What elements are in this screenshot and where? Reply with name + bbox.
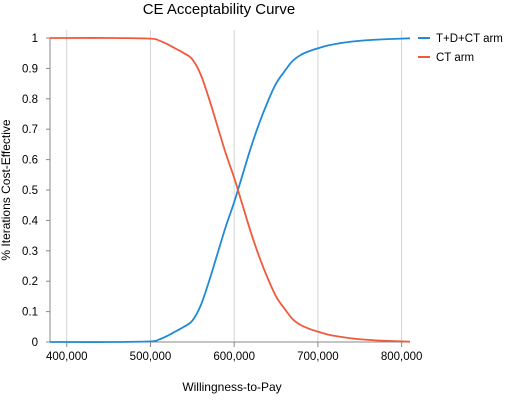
y-tick-label: 0.5 [22, 185, 38, 197]
y-tick-label: 0.2 [22, 276, 38, 288]
x-tick-label: 400,000 [46, 351, 88, 363]
vertical-gridlines [66, 30, 403, 342]
x-tick-label: 800,000 [381, 351, 423, 363]
y-tick-label: 0.7 [22, 124, 38, 136]
x-tick-label: 600,000 [213, 351, 255, 363]
y-tick-label: 0.4 [22, 215, 39, 227]
series-lines [49, 37, 411, 343]
y-tick-label: 0.9 [22, 63, 38, 75]
x-tick-label: 500,000 [130, 351, 172, 363]
x-axis-ticks: 400,000 500,000 600,000 700,000 800,000 [46, 342, 422, 363]
y-axis-label: % Iterations Cost-Effective [0, 119, 13, 260]
legend: T+D+CT arm CT arm [418, 33, 503, 64]
y-tick-label: 0.8 [22, 94, 38, 106]
y-tick-label: 0.1 [22, 307, 38, 319]
y-tick-label: 0 [32, 337, 38, 349]
y-tick-label: 0.3 [22, 246, 38, 258]
legend-label: CT arm [436, 52, 474, 64]
series-line-1 [49, 37, 411, 343]
series-line-2 [49, 37, 411, 343]
y-axis-ticks: 0 0.1 0.2 0.3 0.4 0.5 0.6 0.7 0.8 0.9 1 [22, 33, 50, 349]
legend-label: T+D+CT arm [436, 33, 503, 45]
x-tick-label: 700,000 [297, 351, 339, 363]
x-axis-label: Willingness-to-Pay [182, 380, 281, 394]
y-tick-label: 0.6 [22, 155, 38, 167]
y-tick-label: 1 [32, 33, 38, 45]
chart-title: CE Acceptability Curve [143, 1, 296, 18]
